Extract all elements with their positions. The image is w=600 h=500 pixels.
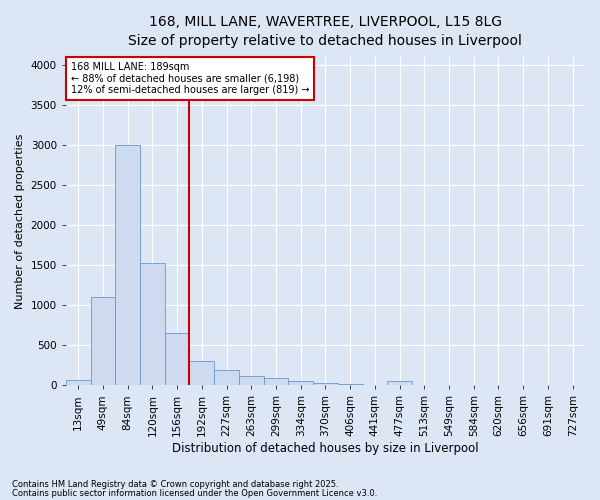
Text: Contains public sector information licensed under the Open Government Licence v3: Contains public sector information licen…	[12, 488, 377, 498]
Bar	[190, 361, 214, 386]
X-axis label: Distribution of detached houses by size in Liverpool: Distribution of detached houses by size …	[172, 442, 479, 455]
Bar	[338, 384, 362, 386]
Bar	[140, 262, 165, 386]
Bar	[239, 376, 263, 386]
Text: 168 MILL LANE: 189sqm
← 88% of detached houses are smaller (6,198)
12% of semi-d: 168 MILL LANE: 189sqm ← 88% of detached …	[71, 62, 310, 94]
Bar	[263, 378, 289, 386]
Y-axis label: Number of detached properties: Number of detached properties	[15, 134, 25, 308]
Title: 168, MILL LANE, WAVERTREE, LIVERPOOL, L15 8LG
Size of property relative to detac: 168, MILL LANE, WAVERTREE, LIVERPOOL, L1…	[128, 15, 523, 48]
Bar	[66, 380, 91, 386]
Bar	[91, 297, 115, 386]
Bar	[165, 333, 190, 386]
Bar	[115, 145, 140, 386]
Bar	[313, 383, 338, 386]
Text: Contains HM Land Registry data © Crown copyright and database right 2025.: Contains HM Land Registry data © Crown c…	[12, 480, 338, 489]
Bar	[214, 370, 239, 386]
Bar	[387, 382, 412, 386]
Bar	[289, 381, 313, 386]
